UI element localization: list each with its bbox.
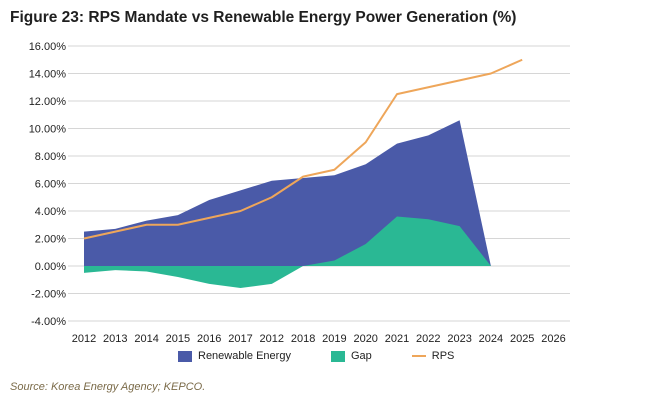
x-tick-label: 2022 — [416, 333, 440, 345]
x-tick-label: 2021 — [385, 333, 409, 345]
legend-swatch-rps — [411, 355, 426, 357]
y-tick-label: -2.00% — [31, 289, 66, 301]
y-axis-ticks: 16.00% 14.00% 12.00% 10.00% 8.00% 6.00% 4.00% 2… — [29, 41, 67, 328]
x-tick-label: 2013 — [103, 333, 127, 345]
y-tick-label: 8.00% — [35, 151, 66, 163]
legend-item-rps: RPS — [411, 350, 455, 362]
x-tick-label: 2024 — [479, 333, 503, 345]
x-axis-ticks: 2012 2013 2014 2015 2016 2017 2012 2018 2019 2020… — [72, 333, 566, 345]
x-tick-label: 2018 — [291, 333, 315, 345]
x-tick-label: 2026 — [541, 333, 565, 345]
x-tick-label: 2023 — [447, 333, 471, 345]
y-tick-label: 4.00% — [35, 206, 66, 218]
legend-label-renewable: Renewable Energy — [198, 350, 291, 362]
x-tick-label: 2015 — [166, 333, 190, 345]
y-tick-label: 16.00% — [29, 41, 67, 53]
x-tick-label: 2019 — [322, 333, 346, 345]
legend-label-rps: RPS — [431, 350, 455, 362]
y-tick-label: 14.00% — [29, 69, 67, 81]
x-tick-label: 2014 — [134, 333, 158, 345]
legend-swatch-renewable — [178, 350, 192, 362]
x-tick-label: 2012 — [260, 333, 284, 345]
y-tick-label: 2.00% — [35, 234, 66, 246]
x-tick-label: 2025 — [510, 333, 534, 345]
y-tick-label: 10.00% — [29, 124, 67, 136]
x-tick-label: 2017 — [228, 333, 252, 345]
chart-title: Figure 23: RPS Mandate vs Renewable Ener… — [10, 9, 517, 26]
legend: Renewable Energy Gap RPS — [178, 350, 494, 362]
legend-item-renewable: Renewable Energy — [178, 350, 291, 362]
y-tick-label: 6.00% — [35, 179, 66, 191]
source-note: Source: Korea Energy Agency; KEPCO. — [10, 381, 206, 393]
x-tick-label: 2012 — [72, 333, 96, 345]
legend-swatch-gap — [330, 350, 345, 362]
legend-label-gap: Gap — [350, 350, 372, 362]
line-series — [83, 58, 523, 240]
area-series — [84, 120, 491, 288]
x-tick-label: 2020 — [353, 333, 377, 345]
y-tick-label: 12.00% — [29, 96, 67, 108]
area-gap — [84, 216, 491, 288]
x-tick-label: 2016 — [197, 333, 221, 345]
y-tick-label: -4.00% — [31, 316, 66, 328]
legend-item-gap: Gap — [330, 350, 372, 362]
y-tick-label: 0.00% — [35, 261, 66, 273]
